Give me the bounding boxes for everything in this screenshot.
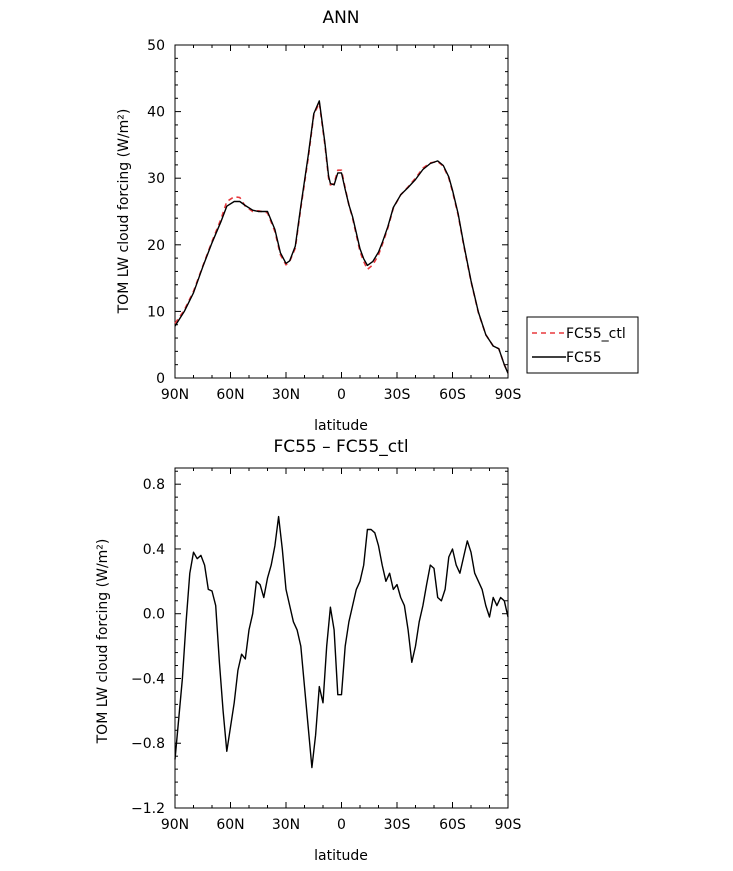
top-y-tick-label: 0 [156, 371, 165, 387]
top-x-tick-label: 90S [495, 387, 522, 403]
bottom-x-tick-label: 30N [272, 817, 300, 833]
top-y-tick-label: 50 [147, 38, 165, 54]
bottom-chart-title: FC55 – FC55_ctl [273, 437, 408, 457]
top-series-line-2 [174, 100, 509, 374]
top-x-tick-label: 30N [272, 387, 300, 403]
bottom-x-tick-label: 60S [439, 817, 466, 833]
bottom-y-tick-label: 0.4 [143, 542, 165, 558]
top-x-tick-label: 30S [384, 387, 411, 403]
legend-label-fc55: FC55 [566, 350, 602, 366]
bottom-y-tick-label: 0.0 [143, 607, 165, 623]
top-y-tick-label: 40 [147, 105, 165, 121]
bottom-y-tick-label: 0.8 [143, 477, 165, 493]
bottom-series-line-1 [174, 515, 509, 769]
top-y-tick-label: 20 [147, 238, 165, 254]
bottom-ticks: 90N 60N 30N 0 30S 60S 90S −1.2 −0.8 −0.4 0.0 0.4 0.8 [131, 468, 521, 833]
bottom-x-axis-label: latitude [314, 848, 368, 864]
bottom-x-tick-label: 90N [161, 817, 189, 833]
bottom-series-lines [174, 515, 509, 769]
bottom-x-tick-label: 30S [384, 817, 411, 833]
top-series-line-1 [174, 102, 509, 374]
bottom-x-tick-label: 60N [216, 817, 244, 833]
top-ticks: 90N 60N 30N 0 30S 60S 90S 0 10 20 30 40 50 [147, 38, 521, 403]
bottom-plot-frame [174, 467, 509, 809]
bottom-panel: FC55 – FC55_ctl 90N 60N 30N 0 30S 60S 90S −1.2 −… [95, 437, 521, 864]
top-x-axis-label: latitude [314, 418, 368, 434]
top-x-tick-label: 60N [216, 387, 244, 403]
bottom-x-tick-label: 90S [495, 817, 522, 833]
bottom-y-axis-label: TOM LW cloud forcing (W/m²) [95, 539, 111, 745]
bottom-x-tick-label: 0 [337, 817, 346, 833]
top-series-lines [174, 100, 509, 374]
bottom-y-tick-label: −0.4 [131, 671, 165, 687]
top-y-tick-label: 10 [147, 304, 165, 320]
bottom-y-tick-label: −1.2 [131, 801, 165, 817]
top-panel: ANN 90N 60N 30N 0 30S 60S 90S 0 10 20 30 40 50 latit… [116, 8, 521, 434]
top-x-tick-label: 60S [439, 387, 466, 403]
top-x-tick-label: 0 [337, 387, 346, 403]
top-chart-title: ANN [322, 8, 359, 28]
legend-box [526, 316, 639, 374]
top-y-tick-label: 30 [147, 171, 165, 187]
top-y-axis-label: TOM LW cloud forcing (W/m²) [116, 109, 132, 315]
legend-label-fc55-ctl: FC55_ctl [566, 326, 626, 342]
top-x-tick-label: 90N [161, 387, 189, 403]
bottom-y-tick-label: −0.8 [131, 736, 165, 752]
legend: FC55_ctl FC55 [526, 316, 639, 374]
